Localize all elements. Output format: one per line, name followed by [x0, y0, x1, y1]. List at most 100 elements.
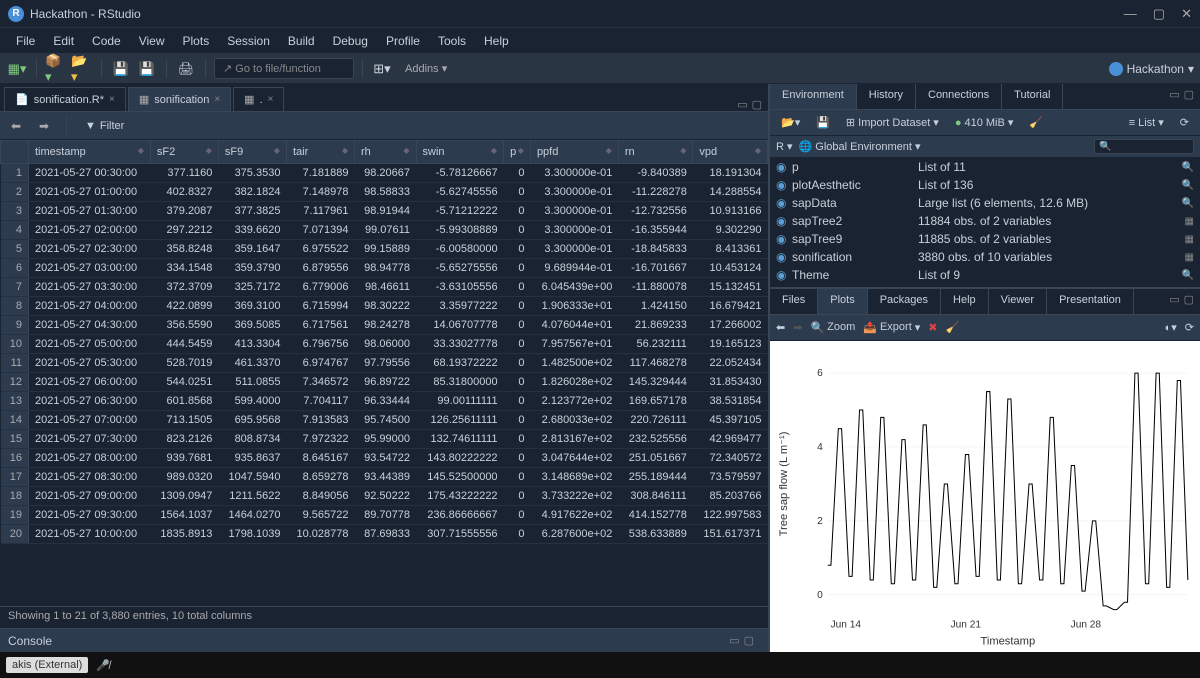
table-row[interactable]: 42021-05-27 02:00:00297.2212339.66207.07…	[1, 221, 768, 240]
view-mode-button[interactable]: ≡ List ▾	[1124, 114, 1169, 131]
back-icon[interactable]: ⬅	[6, 116, 26, 136]
expand-icon[interactable]: ◉	[776, 250, 786, 264]
env-item-sonification[interactable]: ◉sonification3880 obs. of 10 variables▦	[770, 248, 1200, 266]
close-tab-icon[interactable]: ×	[268, 94, 274, 105]
expand-icon[interactable]: ◉	[776, 196, 786, 210]
menu-help[interactable]: Help	[476, 31, 517, 51]
table-row[interactable]: 22021-05-27 01:00:00402.8327382.18247.14…	[1, 183, 768, 202]
maximize-pane-icon[interactable]: ▢	[1184, 88, 1194, 105]
table-row[interactable]: 112021-05-27 05:30:00528.7019461.33706.9…	[1, 354, 768, 373]
forward-icon[interactable]: ➡	[34, 116, 54, 136]
minimize-pane-icon[interactable]: ▭	[737, 98, 747, 111]
plot-tab-presentation[interactable]: Presentation	[1047, 289, 1134, 314]
close-icon[interactable]: ✕	[1181, 6, 1192, 22]
table-row[interactable]: 182021-05-27 09:00:001309.09471211.56228…	[1, 487, 768, 506]
memory-indicator[interactable]: ● 410 MiB ▾	[950, 114, 1019, 131]
menu-session[interactable]: Session	[219, 31, 278, 51]
menu-file[interactable]: File	[8, 31, 43, 51]
save-all-icon[interactable]: 💾	[136, 58, 158, 80]
zoom-button[interactable]: 🔍 Zoom	[810, 321, 855, 334]
col-tair[interactable]: tair◆	[286, 141, 354, 164]
menu-build[interactable]: Build	[280, 31, 323, 51]
grid-icon[interactable]: ⊞▾	[371, 58, 393, 80]
table-row[interactable]: 82021-05-27 04:00:00422.0899369.31006.71…	[1, 297, 768, 316]
table-row[interactable]: 122021-05-27 06:00:00544.0251511.08557.3…	[1, 373, 768, 392]
minimize-icon[interactable]: —	[1124, 6, 1137, 22]
menu-debug[interactable]: Debug	[325, 31, 376, 51]
lang-selector[interactable]: R ▾	[776, 140, 793, 153]
scope-selector[interactable]: 🌐 Global Environment ▾	[799, 140, 921, 153]
maximize-pane-icon[interactable]: ▢	[752, 98, 762, 111]
export-button[interactable]: 📤 Export ▾	[863, 321, 920, 334]
table-row[interactable]: 72021-05-27 03:30:00372.3709325.71726.77…	[1, 278, 768, 297]
expand-icon[interactable]: ◉	[776, 214, 786, 228]
load-workspace-icon[interactable]: 📂▾	[776, 114, 805, 131]
col-ppfd[interactable]: ppfd◆	[530, 141, 618, 164]
clear-plots-icon[interactable]: 🧹	[946, 321, 960, 334]
project-selector[interactable]: Hackathon ▾	[1109, 62, 1194, 76]
source-tab-2[interactable]: ▦.×	[233, 87, 284, 111]
minimize-pane-icon[interactable]: ▭	[1169, 88, 1179, 105]
import-dataset-button[interactable]: ⊞ Import Dataset ▾	[841, 114, 944, 131]
table-row[interactable]: 52021-05-27 02:30:00358.8248359.16476.97…	[1, 240, 768, 259]
env-item-p[interactable]: ◉pList of 11🔍	[770, 158, 1200, 176]
data-table[interactable]: timestamp◆sF2◆sF9◆tair◆rh◆swin◆p◆ppfd◆rn…	[0, 140, 768, 606]
source-tab-1[interactable]: ▦sonification×	[128, 87, 231, 111]
env-tab-connections[interactable]: Connections	[916, 84, 1002, 109]
env-item-plotAesthetic[interactable]: ◉plotAestheticList of 136🔍	[770, 176, 1200, 194]
plot-back-icon[interactable]: ⬅	[776, 321, 785, 334]
source-tab-0[interactable]: 📄sonification.R*×	[4, 87, 126, 111]
expand-icon[interactable]: ◉	[776, 232, 786, 246]
menu-view[interactable]: View	[131, 31, 173, 51]
env-item-sapTree2[interactable]: ◉sapTree211884 obs. of 2 variables▦	[770, 212, 1200, 230]
addins-menu[interactable]: Addins ▾	[397, 59, 455, 78]
col-rn[interactable]: rn◆	[618, 141, 693, 164]
table-row[interactable]: 172021-05-27 08:30:00989.03201047.59408.…	[1, 468, 768, 487]
table-row[interactable]: 62021-05-27 03:00:00334.1548359.37906.87…	[1, 259, 768, 278]
publish-icon[interactable]: ◐▾	[1165, 321, 1177, 334]
menu-edit[interactable]: Edit	[45, 31, 82, 51]
minimize-pane-icon[interactable]: ▭	[729, 634, 739, 647]
plot-tab-files[interactable]: Files	[770, 289, 818, 314]
refresh-icon[interactable]: ⟳	[1175, 114, 1194, 131]
refresh-plot-icon[interactable]: ⟳	[1185, 321, 1194, 334]
plot-tab-plots[interactable]: Plots	[818, 289, 867, 314]
remove-plot-icon[interactable]: ✖	[928, 321, 937, 334]
magnifier-icon[interactable]: 🔍	[1180, 180, 1194, 191]
col-p[interactable]: p◆	[504, 141, 531, 164]
console-tab[interactable]: Console ▭ ▢	[0, 628, 768, 652]
menu-profile[interactable]: Profile	[378, 31, 428, 51]
new-project-icon[interactable]: 📦▾	[45, 58, 67, 80]
table-row[interactable]: 152021-05-27 07:30:00823.2126808.87347.9…	[1, 430, 768, 449]
close-tab-icon[interactable]: ×	[214, 94, 220, 105]
goto-file-input[interactable]: ↗ Go to file/function	[214, 58, 354, 79]
plot-tab-help[interactable]: Help	[941, 289, 989, 314]
menu-code[interactable]: Code	[84, 31, 129, 51]
mic-muted-icon[interactable]: 🎤̸	[96, 659, 110, 672]
col-sF9[interactable]: sF9◆	[218, 141, 286, 164]
magnifier-icon[interactable]: 🔍	[1180, 198, 1194, 209]
maximize-pane-icon[interactable]: ▢	[1184, 293, 1194, 310]
view-table-icon[interactable]: ▦	[1180, 234, 1194, 245]
col-rh[interactable]: rh◆	[354, 141, 416, 164]
maximize-icon[interactable]: ▢	[1153, 6, 1165, 22]
save-workspace-icon[interactable]: 💾	[811, 114, 835, 131]
table-row[interactable]: 192021-05-27 09:30:001564.10371464.02709…	[1, 506, 768, 525]
table-row[interactable]: 12021-05-27 00:30:00377.1160375.35307.18…	[1, 164, 768, 183]
env-tab-tutorial[interactable]: Tutorial	[1002, 84, 1063, 109]
close-tab-icon[interactable]: ×	[109, 94, 115, 105]
print-icon[interactable]: 🖨	[175, 58, 197, 80]
expand-icon[interactable]: ◉	[776, 178, 786, 192]
filter-button[interactable]: ▼ Filter	[79, 118, 130, 134]
expand-icon[interactable]: ◉	[776, 160, 786, 174]
col-sF2[interactable]: sF2◆	[150, 141, 218, 164]
plot-forward-icon[interactable]: ➡	[793, 321, 802, 334]
maximize-pane-icon[interactable]: ▢	[744, 634, 754, 647]
plot-tab-viewer[interactable]: Viewer	[989, 289, 1047, 314]
minimize-pane-icon[interactable]: ▭	[1169, 293, 1179, 310]
open-file-icon[interactable]: 📂▾	[71, 58, 93, 80]
table-row[interactable]: 162021-05-27 08:00:00939.7681935.86378.6…	[1, 449, 768, 468]
env-tab-history[interactable]: History	[857, 84, 916, 109]
env-list[interactable]: ◉pList of 11🔍◉plotAestheticList of 136🔍◉…	[770, 158, 1200, 287]
menu-plots[interactable]: Plots	[175, 31, 218, 51]
